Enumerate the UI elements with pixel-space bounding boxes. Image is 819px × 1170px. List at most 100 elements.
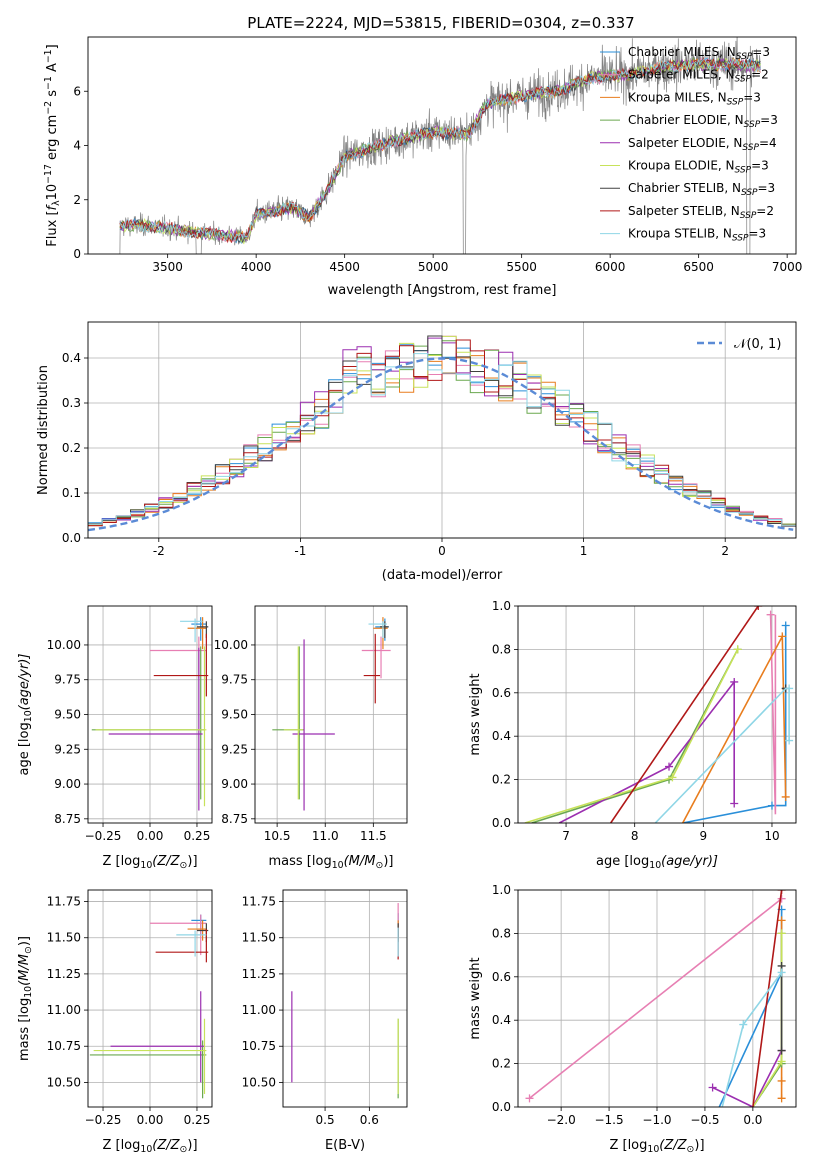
y-tick-label: 0.0 xyxy=(492,816,511,830)
y-tick-label: 9.00 xyxy=(54,777,81,791)
y-axis-label: mass weight xyxy=(468,673,483,755)
x-tick-label: 0.0 xyxy=(743,1113,762,1127)
plus-marker xyxy=(665,762,674,771)
legend-entry: Chabrier ELODIE, NSSP=3 xyxy=(628,113,778,130)
mass_vs_ebv-plot xyxy=(291,903,399,1099)
y-tick-label: 4 xyxy=(73,139,81,153)
x-tick-label: 0.25 xyxy=(184,1113,211,1127)
y-tick-label: 10.50 xyxy=(47,1075,81,1089)
x-axis-label: E(B-V) xyxy=(325,1138,365,1153)
x-tick-label: 1 xyxy=(580,544,588,558)
mass-weight-line xyxy=(610,606,759,823)
y-tick-label: 10.50 xyxy=(242,1075,276,1089)
y-tick-label: 11.50 xyxy=(242,931,276,945)
y-tick-label: 6 xyxy=(73,84,81,98)
y-axis-label: age [log10(age/yr)] xyxy=(17,654,34,776)
residuals-frame xyxy=(87,321,797,539)
plus-marker xyxy=(733,645,742,654)
y-tick-label: 0.6 xyxy=(492,686,511,700)
mass-weight-line xyxy=(769,614,777,815)
y-tick-label: 10.00 xyxy=(214,638,248,652)
y-axis-label: Normed distribution xyxy=(36,365,51,495)
normal-curve-line xyxy=(88,357,794,532)
mass_vs_Z-axes: −0.25 0.00 0.25 10.50 10.75 11.00 11.25 11.50 11… xyxy=(17,889,213,1155)
plus-marker xyxy=(785,736,794,745)
y-tick-label: 0.8 xyxy=(492,642,511,656)
x-tick-label: −1.5 xyxy=(594,1113,623,1127)
spectrum-axes: 3500 4000 4500 5000 5500 6000 6500 7000 0 2 4 6 Chab… xyxy=(43,36,803,298)
plus-marker xyxy=(766,610,775,619)
y-tick-label: 0.4 xyxy=(62,351,81,365)
x-axis-label: Z [log10(Z/Z⊙)] xyxy=(102,854,197,871)
y-tick-label: 9.50 xyxy=(54,708,81,722)
plus-marker xyxy=(739,1020,748,1029)
x-axis-label: mass [log10(M/M⊙)] xyxy=(269,854,394,871)
plus-marker xyxy=(777,916,786,925)
x-tick-label: −0.25 xyxy=(85,1113,122,1127)
x-tick-label: 5500 xyxy=(506,260,537,274)
x-tick-label: 11.5 xyxy=(360,829,387,843)
plus-marker xyxy=(778,632,787,641)
y-tick-label: 0.6 xyxy=(492,970,511,984)
mass_vs_Z-frame xyxy=(87,889,213,1108)
y-tick-label: 0.2 xyxy=(492,1057,511,1071)
age_vs_Z-plot xyxy=(91,617,209,811)
y-tick-label: 9.75 xyxy=(221,673,248,687)
plus-marker xyxy=(777,894,786,903)
x-tick-label: 11.0 xyxy=(312,829,339,843)
mw_vs_age-axes: 7 8 9 10 0.0 0.2 0.4 0.6 0.8 1.0 age [log10(age/yr… xyxy=(468,599,797,871)
y-tick-label: 0.4 xyxy=(492,729,511,743)
y-tick-label: 11.50 xyxy=(47,931,81,945)
x-tick-label: 6000 xyxy=(595,260,626,274)
x-tick-label: 10.5 xyxy=(264,829,291,843)
x-tick-label: 5000 xyxy=(418,260,449,274)
legend-entry: Chabrier STELIB, NSSP=3 xyxy=(628,181,775,198)
x-tick-label: 7000 xyxy=(772,260,803,274)
x-tick-label: -2 xyxy=(153,544,165,558)
legend-entry: Kroupa ELODIE, NSSP=3 xyxy=(628,159,769,176)
plus-marker xyxy=(777,1057,786,1066)
y-tick-label: 9.50 xyxy=(221,708,248,722)
x-tick-label: 4000 xyxy=(241,260,272,274)
y-tick-label: 8.75 xyxy=(221,812,248,826)
mass-weight-line xyxy=(654,687,790,823)
spectrum-plot xyxy=(119,37,761,254)
y-tick-label: 0.8 xyxy=(492,926,511,940)
y-tick-label: 1.0 xyxy=(492,599,511,613)
x-tick-label: 7 xyxy=(562,829,570,843)
legend-entry: Kroupa STELIB, NSSP=3 xyxy=(628,227,766,244)
age_vs_Z-frame xyxy=(87,605,213,824)
y-tick-label: 0.4 xyxy=(492,1013,511,1027)
x-tick-label: 0.00 xyxy=(137,829,164,843)
model-spectrum-line xyxy=(119,57,761,245)
plus-marker xyxy=(777,968,786,977)
plus-marker xyxy=(777,890,786,894)
mass-weight-line xyxy=(682,625,787,823)
plus-marker xyxy=(777,1046,786,1055)
plus-marker xyxy=(785,684,794,693)
x-tick-label: −2.0 xyxy=(547,1113,576,1127)
y-tick-label: 11.75 xyxy=(47,895,81,909)
x-tick-label: 8 xyxy=(631,829,639,843)
x-tick-label: 4500 xyxy=(329,260,360,274)
residuals-axes: -2 -1 0 1 2 0.0 0.1 0.2 0.3 0.4 𝒩(0, 1) (data-model… xyxy=(36,321,797,583)
legend-entry: Salpeter ELODIE, NSSP=4 xyxy=(628,136,777,153)
legend-entry: Salpeter MILES, NSSP=2 xyxy=(628,68,769,85)
y-tick-label: 1.0 xyxy=(492,883,511,897)
x-axis-label: Z [log10(Z/Z⊙)] xyxy=(609,1138,704,1155)
x-tick-label: -1 xyxy=(294,544,306,558)
y-tick-label: 0.2 xyxy=(492,773,511,787)
x-tick-label: 0.00 xyxy=(137,1113,164,1127)
histogram-step-line xyxy=(88,353,796,527)
y-axis-label: mass [log10(M/M⊙)] xyxy=(17,936,34,1061)
legend-entry: Kroupa MILES, NSSP=3 xyxy=(628,90,761,107)
x-tick-label: 0.25 xyxy=(184,829,211,843)
x-tick-label: −0.25 xyxy=(85,829,122,843)
y-tick-label: 10.00 xyxy=(47,638,81,652)
y-tick-label: 0.3 xyxy=(62,396,81,410)
x-tick-label: −0.5 xyxy=(690,1113,719,1127)
spectrum-legend: Chabrier MILES, NSSP=3 Salpeter MILES, NS… xyxy=(600,45,778,244)
y-tick-label: 0.1 xyxy=(62,486,81,500)
y-tick-label: 10.75 xyxy=(47,1039,81,1053)
mw_vs_Z-axes: −2.0 −1.5 −1.0 −0.5 0.0 0.0 0.2 0.4 0.6 0.8 1.0 Z [… xyxy=(468,883,797,1155)
